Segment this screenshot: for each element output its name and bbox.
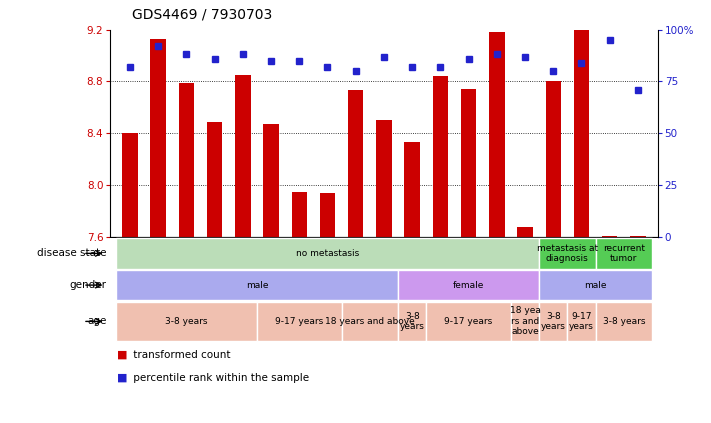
Text: recurrent
tumor: recurrent tumor <box>603 244 645 263</box>
Bar <box>461 89 476 237</box>
Text: no metastasis: no metastasis <box>296 249 359 258</box>
Bar <box>320 193 336 237</box>
Bar <box>348 91 363 237</box>
Bar <box>151 38 166 237</box>
Text: transformed count: transformed count <box>130 350 230 360</box>
Text: 18 years and above: 18 years and above <box>325 317 415 326</box>
Bar <box>376 120 392 237</box>
Text: 3-8 years: 3-8 years <box>602 317 645 326</box>
Bar <box>263 124 279 237</box>
Bar <box>567 302 596 341</box>
Bar <box>405 142 420 237</box>
Text: male: male <box>246 280 268 290</box>
Text: percentile rank within the sample: percentile rank within the sample <box>130 373 309 383</box>
Bar <box>511 302 539 341</box>
Bar <box>432 76 448 237</box>
Bar <box>398 270 539 300</box>
Text: metastasis at
diagnosis: metastasis at diagnosis <box>537 244 598 263</box>
Bar <box>116 302 257 341</box>
Bar <box>235 75 250 237</box>
Bar <box>341 302 398 341</box>
Text: gender: gender <box>70 280 107 290</box>
Text: 9-17 years: 9-17 years <box>275 317 324 326</box>
Text: GDS4469 / 7930703: GDS4469 / 7930703 <box>132 7 272 21</box>
Bar <box>489 32 505 237</box>
Text: male: male <box>584 280 607 290</box>
Text: 3-8 years: 3-8 years <box>165 317 208 326</box>
Text: 9-17
years: 9-17 years <box>569 312 594 331</box>
Bar <box>539 302 567 341</box>
Bar <box>398 302 427 341</box>
Text: ■: ■ <box>117 350 128 360</box>
Bar <box>122 133 138 237</box>
Text: 3-8
years: 3-8 years <box>400 312 424 331</box>
Text: 9-17 years: 9-17 years <box>444 317 493 326</box>
Text: age: age <box>87 316 107 327</box>
Bar <box>427 302 511 341</box>
Bar <box>257 302 341 341</box>
Bar <box>545 81 561 237</box>
Text: female: female <box>453 280 484 290</box>
Bar <box>178 83 194 237</box>
Bar <box>116 238 539 269</box>
Text: 3-8
years: 3-8 years <box>541 312 566 331</box>
Text: ■: ■ <box>117 373 128 383</box>
Bar <box>539 270 652 300</box>
Bar <box>596 238 652 269</box>
Bar <box>630 236 646 237</box>
Bar <box>292 192 307 237</box>
Bar <box>518 227 533 237</box>
Bar <box>207 121 223 237</box>
Bar <box>602 236 617 237</box>
Bar <box>596 302 652 341</box>
Bar <box>574 30 589 237</box>
Bar <box>116 270 398 300</box>
Text: 18 yea
rs and
above: 18 yea rs and above <box>510 307 540 336</box>
Bar <box>539 238 596 269</box>
Text: disease state: disease state <box>37 248 107 258</box>
